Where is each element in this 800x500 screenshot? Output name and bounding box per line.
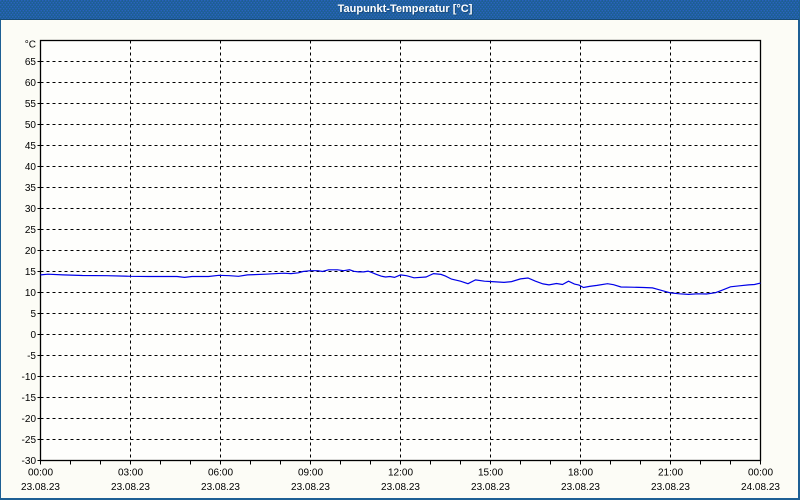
svg-text:18:00: 18:00 bbox=[568, 468, 593, 479]
svg-text:60: 60 bbox=[25, 78, 37, 89]
svg-text:23.08.23: 23.08.23 bbox=[111, 482, 150, 493]
svg-text:00:00: 00:00 bbox=[28, 468, 53, 479]
svg-text:23.08.23: 23.08.23 bbox=[201, 482, 240, 493]
svg-text:-15: -15 bbox=[22, 393, 37, 404]
svg-text:30: 30 bbox=[25, 204, 37, 215]
svg-text:5: 5 bbox=[30, 309, 36, 320]
svg-text:-25: -25 bbox=[22, 435, 37, 446]
svg-text:-30: -30 bbox=[22, 456, 37, 467]
svg-text:10: 10 bbox=[25, 288, 37, 299]
svg-text:21:00: 21:00 bbox=[658, 468, 683, 479]
svg-text:25: 25 bbox=[25, 225, 37, 236]
svg-text:45: 45 bbox=[25, 141, 37, 152]
svg-text:65: 65 bbox=[25, 57, 37, 68]
svg-text:23.08.23: 23.08.23 bbox=[381, 482, 420, 493]
svg-text:09:00: 09:00 bbox=[298, 468, 323, 479]
svg-text:23.08.23: 23.08.23 bbox=[21, 482, 60, 493]
svg-text:15: 15 bbox=[25, 267, 37, 278]
svg-text:24.08.23: 24.08.23 bbox=[741, 482, 780, 493]
svg-text:55: 55 bbox=[25, 99, 37, 110]
svg-text:-5: -5 bbox=[27, 351, 36, 362]
svg-text:-20: -20 bbox=[22, 414, 37, 425]
svg-text:23.08.23: 23.08.23 bbox=[471, 482, 510, 493]
svg-text:12:00: 12:00 bbox=[388, 468, 413, 479]
svg-text:00:00: 00:00 bbox=[748, 468, 773, 479]
svg-text:35: 35 bbox=[25, 183, 37, 194]
svg-text:23.08.23: 23.08.23 bbox=[561, 482, 600, 493]
svg-text:0: 0 bbox=[30, 330, 36, 341]
svg-text:40: 40 bbox=[25, 162, 37, 173]
svg-text:15:00: 15:00 bbox=[478, 468, 503, 479]
svg-text:50: 50 bbox=[25, 120, 37, 131]
svg-text:°C: °C bbox=[25, 40, 36, 51]
svg-text:06:00: 06:00 bbox=[208, 468, 233, 479]
svg-text:23.08.23: 23.08.23 bbox=[651, 482, 690, 493]
svg-text:23.08.23: 23.08.23 bbox=[291, 482, 330, 493]
svg-text:-10: -10 bbox=[22, 372, 37, 383]
svg-text:20: 20 bbox=[25, 246, 37, 257]
svg-text:03:00: 03:00 bbox=[118, 468, 143, 479]
